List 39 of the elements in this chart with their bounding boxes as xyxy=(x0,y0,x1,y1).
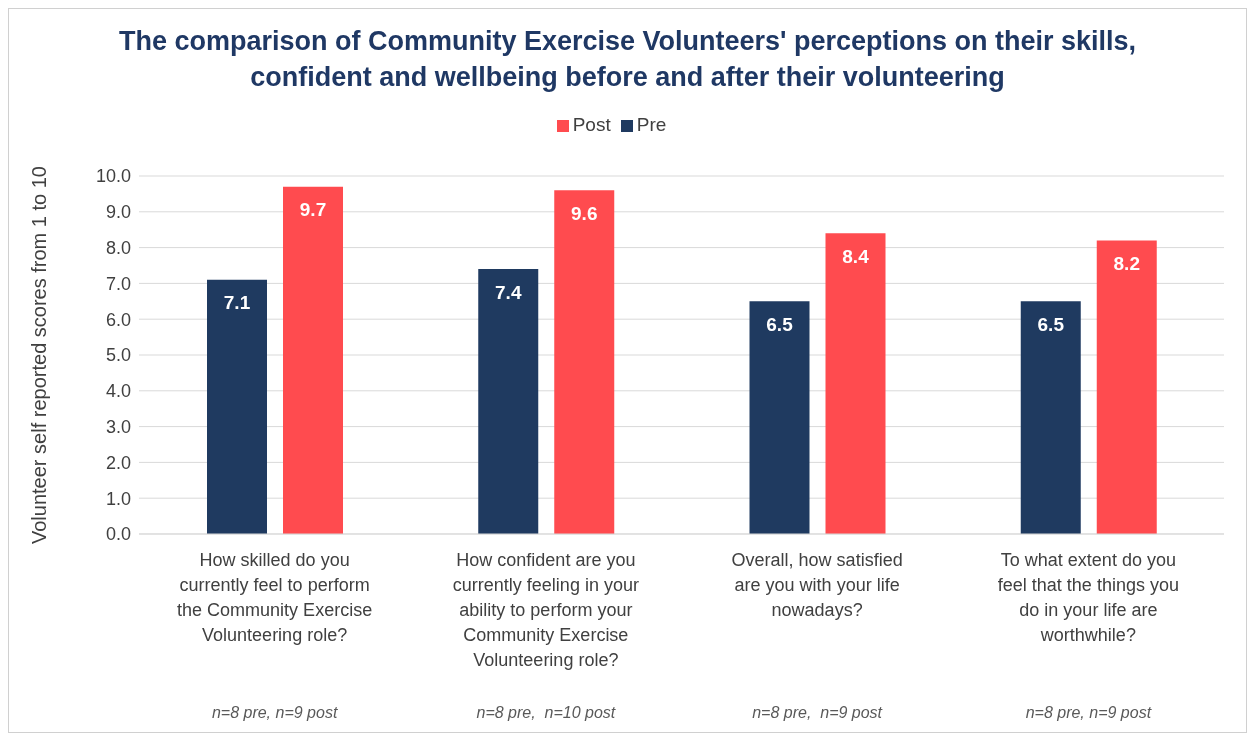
legend-label: Post xyxy=(572,114,611,135)
y-tick-label: 6.0 xyxy=(105,309,131,330)
bar xyxy=(207,279,267,534)
bar xyxy=(1020,301,1081,534)
x-tick-label: How confident are you currently feeling in your ability to perform your Community Exercise Volunteering role? xyxy=(452,550,639,670)
y-tick-label: 5.0 xyxy=(105,345,131,366)
legend-label: Pre xyxy=(636,114,667,135)
x-tick-label: To what extent do you feel that the things you do in your life are worthwhile? xyxy=(997,550,1179,645)
bar xyxy=(478,269,539,534)
bar xyxy=(554,190,615,534)
text: n=8 pre, n=10 post xyxy=(475,704,617,722)
x-tick-label: Overall, how satisfied are you with your life nowadays? xyxy=(731,550,903,620)
bar xyxy=(749,301,810,534)
y-tick-label: 7.0 xyxy=(105,273,131,294)
text: n=8 pre, n=9 post xyxy=(751,704,884,722)
data-label: 8.2 xyxy=(1113,252,1140,274)
bar xyxy=(1096,240,1157,534)
y-tick-label: 8.0 xyxy=(105,237,131,258)
chart-title: The comparison of Community Exercise Volunteers' perceptions on their skills, confident and wellbeing before and after their volunteering xyxy=(117,25,1138,94)
y-tick-label: 2.0 xyxy=(105,452,131,473)
y-axis-title: Volunteer self reported scores from 1 to 10 xyxy=(28,166,51,544)
y-tick-label: 10.0 xyxy=(95,166,131,187)
y-tick-label: 9.0 xyxy=(105,202,131,223)
y-tick-label: 0.0 xyxy=(105,524,131,545)
y-tick-label: 4.0 xyxy=(105,381,131,402)
y-tick-label: 3.0 xyxy=(105,416,131,437)
data-label: 8.4 xyxy=(842,245,870,267)
data-label: 7.1 xyxy=(223,292,251,314)
data-label: 9.7 xyxy=(299,199,327,221)
bar xyxy=(283,186,343,534)
data-label: 9.6 xyxy=(571,202,598,224)
bar xyxy=(825,233,886,534)
text: n=8 pre, n=9 post xyxy=(1024,704,1153,722)
x-tick-label: How skilled do you currently feel to perform the Community Exercise Volunteering role? xyxy=(177,550,373,645)
data-label: 6.5 xyxy=(1037,313,1065,335)
data-label: 7.4 xyxy=(495,281,522,303)
y-tick-label: 1.0 xyxy=(105,488,131,509)
text: n=8 pre, n=9 post xyxy=(210,704,339,722)
data-label: 6.5 xyxy=(766,313,794,335)
